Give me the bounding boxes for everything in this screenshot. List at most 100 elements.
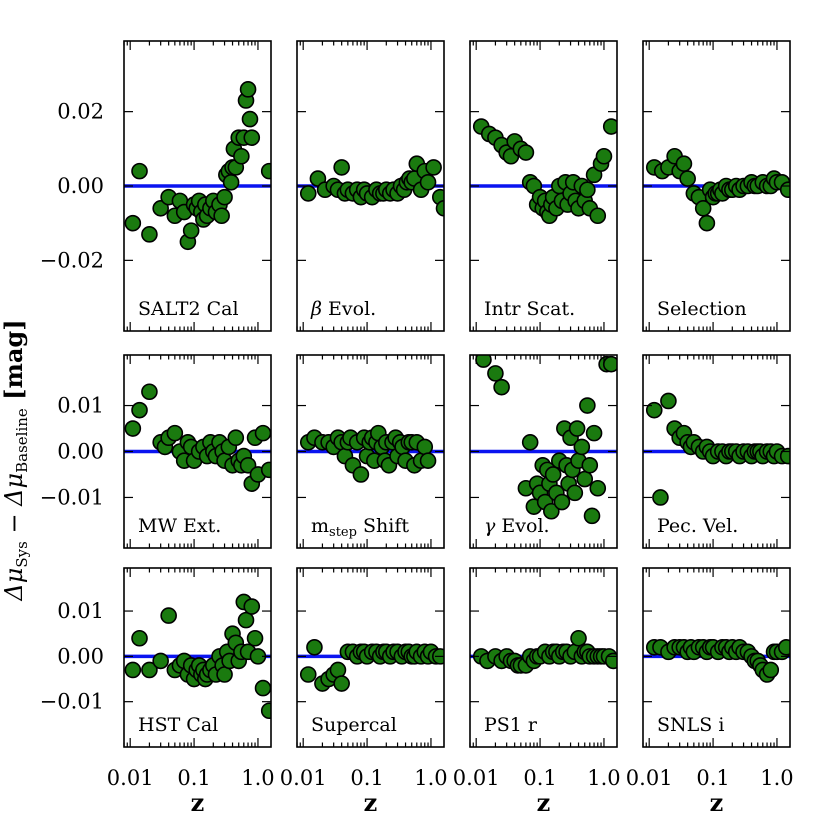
y-tick-label: 0.01	[57, 599, 104, 623]
panel-5: mstep Shift	[296, 354, 445, 549]
data-point	[698, 214, 716, 232]
panel-1: β Evol.	[296, 40, 445, 332]
data-point	[602, 355, 617, 373]
x-tick-label: 0.01	[453, 766, 500, 790]
panel-label-main: γ	[484, 515, 496, 537]
data-point	[581, 456, 599, 474]
data-point	[254, 679, 271, 697]
data-point	[152, 200, 169, 217]
data-point	[213, 207, 230, 225]
y-title-part: Δμ	[0, 568, 28, 602]
data-point	[222, 173, 240, 191]
data-point	[216, 666, 233, 683]
panel-plot-area	[297, 155, 444, 217]
data-point	[602, 118, 617, 135]
x-axis-title: z	[191, 788, 205, 817]
x-tick-label: 1.0	[760, 766, 793, 790]
x-tick-label: 0.1	[696, 766, 729, 790]
panel-7: Pec. Vel.	[642, 354, 791, 549]
data-point	[645, 401, 663, 419]
data-point	[777, 639, 790, 656]
panel-label: Selection	[657, 298, 747, 320]
data-point	[762, 661, 780, 679]
y-title-sub: Sys	[13, 541, 31, 567]
x-tick-label: 0.01	[107, 766, 154, 790]
data-point	[553, 493, 571, 511]
data-point	[299, 666, 317, 683]
x-tick-label: 1.0	[414, 766, 447, 790]
data-point	[239, 81, 257, 98]
panel-frame	[469, 567, 618, 748]
y-tick-label: 0.00	[57, 644, 104, 668]
data-point	[779, 447, 790, 465]
data-point	[243, 129, 261, 146]
panel-3: Selection	[642, 40, 791, 332]
y-axis-title-group: ΔμSys − ΔμBaseline [mag]	[0, 319, 31, 601]
y-axis-title: ΔμSys − ΔμBaseline [mag]	[0, 319, 31, 601]
data-point	[517, 144, 535, 161]
panel-label: mstep Shift	[311, 515, 409, 540]
data-point	[566, 484, 584, 502]
panel-9: Supercal 0.01 0.1 1.0 z	[280, 567, 448, 817]
panel-label: β Evol.	[310, 298, 376, 320]
data-point	[573, 438, 591, 456]
panel-label-main: m	[311, 515, 329, 537]
data-point	[141, 383, 158, 401]
panel-label-subscript: step	[329, 525, 357, 540]
y-title-part: − Δμ	[0, 473, 28, 541]
data-point	[568, 420, 586, 437]
panel-plot-area	[297, 639, 444, 692]
x-tick-label: 0.1	[177, 766, 210, 790]
x-tick-label: 0.01	[280, 766, 327, 790]
data-point	[579, 181, 596, 199]
data-point	[160, 607, 177, 624]
data-point	[306, 639, 323, 656]
x-tick-label: 0.1	[523, 766, 556, 790]
panel-8: HST Cal 0.01 0.00 −0.01 0.01 0.1 1.0 z	[40, 567, 275, 817]
data-point	[583, 507, 601, 525]
data-point	[182, 222, 200, 239]
data-point	[124, 214, 142, 232]
panel-plot-area	[124, 593, 271, 720]
data-point	[166, 424, 184, 442]
data-point	[779, 181, 790, 199]
panel-label-suffix: Shift	[357, 515, 409, 537]
panel-label: HST Cal	[138, 714, 218, 736]
y-title-unit: [mag]	[0, 319, 28, 408]
data-point	[543, 502, 560, 520]
panel-plot-area	[124, 383, 271, 492]
data-point	[419, 452, 437, 469]
panel-plot-area	[470, 118, 617, 225]
data-point	[329, 661, 347, 679]
data-point	[141, 226, 158, 243]
data-point	[333, 159, 350, 176]
data-point	[487, 365, 504, 382]
panel-frame	[123, 567, 272, 748]
x-tick-label: 1.0	[241, 766, 274, 790]
y-tick-label: 0.01	[57, 394, 104, 418]
y-tick-label: −0.02	[40, 248, 104, 272]
y-tick-label: 0.00	[57, 174, 104, 198]
panel-plot-area	[470, 355, 617, 525]
data-point	[660, 392, 677, 410]
data-point	[595, 147, 613, 165]
data-point	[260, 702, 271, 720]
data-point	[299, 185, 317, 202]
panel-0: SALT2 Cal 0.02 0.00 −0.02	[40, 40, 272, 332]
data-point	[521, 434, 539, 451]
panel-frame	[642, 567, 791, 748]
data-point	[131, 629, 148, 647]
panel-plot-area	[643, 392, 790, 506]
data-point	[675, 155, 693, 172]
panel-6: γ Evol.	[469, 354, 618, 549]
panel-label: MW Ext.	[138, 515, 221, 537]
data-point	[604, 652, 617, 670]
data-point	[493, 378, 510, 396]
panel-label-suffix: Evol.	[322, 298, 376, 320]
data-point	[544, 466, 562, 483]
data-point	[435, 200, 444, 217]
x-tick-label: 0.1	[350, 766, 383, 790]
data-point	[589, 207, 607, 225]
y-tick-label: −0.01	[40, 485, 104, 509]
y-tick-label: −0.01	[40, 690, 104, 714]
